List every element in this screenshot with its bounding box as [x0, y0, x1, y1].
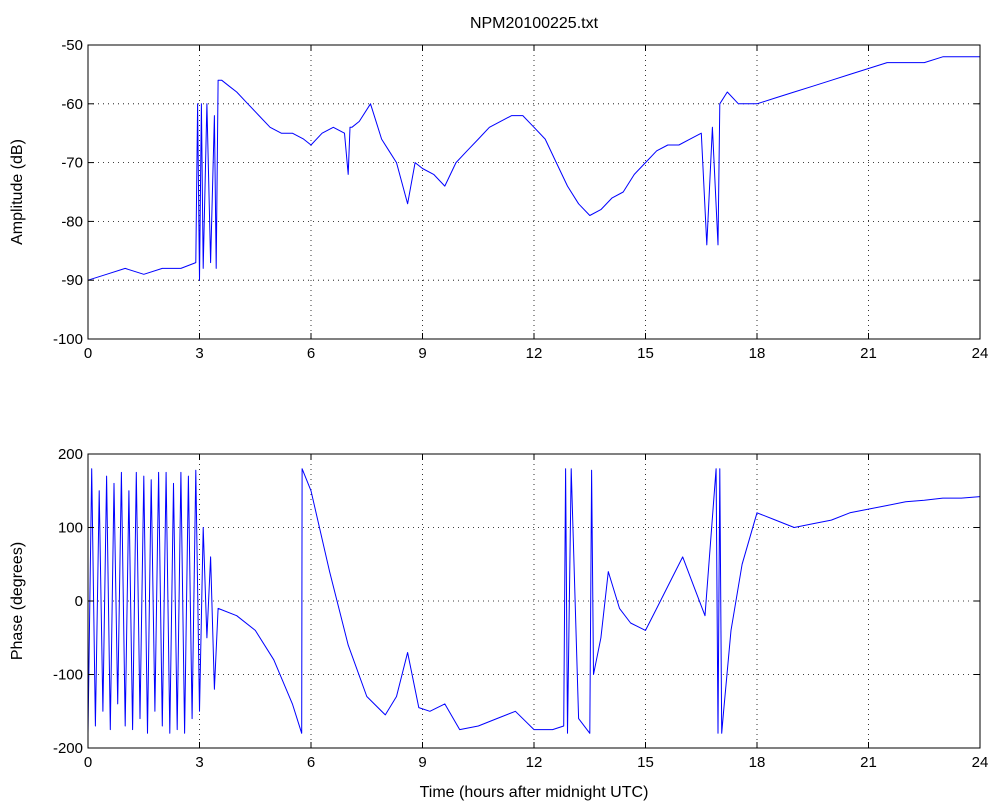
phase-x-tick-label: 9	[418, 754, 426, 771]
amplitude-y-tick-label: -80	[61, 213, 83, 230]
phase-y-tick-label: -200	[53, 740, 83, 757]
amplitude-chart-title: NPM20100225.txt	[470, 15, 599, 32]
phase-x-tick-label: 6	[307, 754, 315, 771]
amplitude-x-tick-label: 24	[972, 345, 989, 362]
amplitude-y-tick-label: -100	[53, 331, 83, 348]
amplitude-x-tick-label: 15	[637, 345, 654, 362]
amplitude-y-tick-label: -70	[61, 155, 83, 172]
phase-x-tick-label: 3	[195, 754, 203, 771]
amplitude-series	[87, 56, 980, 281]
amplitude-x-tick-label: 12	[526, 345, 543, 362]
phase-x-tick-label: 0	[84, 754, 92, 771]
phase-panel: 0 3 6 9 12 15 18 21 24 -200 -100 0 100 200 Time (hour…	[9, 446, 988, 801]
amplitude-grid	[88, 45, 980, 339]
amplitude-x-tick-label: 9	[418, 345, 426, 362]
amplitude-x-tick-label: 18	[749, 345, 766, 362]
amplitude-y-axis-label: Amplitude (dB)	[9, 139, 26, 245]
phase-x-tick-label: 24	[972, 754, 989, 771]
phase-y-tick-label: -100	[53, 667, 83, 684]
amplitude-x-tick-label: 6	[307, 345, 315, 362]
amplitude-y-tick-label: -90	[61, 272, 83, 289]
phase-y-tick-label: 0	[75, 593, 83, 610]
amplitude-ticks: 0 3 6 9 12 15 18 21 24 -100 -90 -80 -70 -60 -50	[53, 37, 988, 362]
phase-x-tick-label: 15	[637, 754, 654, 771]
phase-series	[87, 468, 981, 734]
phase-x-tick-label: 18	[749, 754, 766, 771]
amplitude-x-tick-label: 3	[195, 345, 203, 362]
phase-y-axis-label: Phase (degrees)	[9, 542, 26, 660]
amplitude-y-tick-label: -60	[61, 96, 83, 113]
amplitude-x-tick-label: 21	[860, 345, 877, 362]
amplitude-series-line	[87, 56, 980, 281]
phase-series-line	[87, 468, 981, 734]
phase-x-tick-label: 12	[526, 754, 543, 771]
phase-ticks: 0 3 6 9 12 15 18 21 24 -200 -100 0 100 200	[53, 446, 988, 771]
amplitude-plot-area	[88, 45, 980, 339]
phase-y-tick-label: 100	[58, 520, 83, 537]
phase-x-axis-label: Time (hours after midnight UTC)	[420, 784, 649, 801]
phase-y-tick-label: 200	[58, 446, 83, 463]
amplitude-x-tick-label: 0	[84, 345, 92, 362]
amplitude-y-tick-label: -50	[61, 37, 83, 54]
amplitude-panel: 0 3 6 9 12 15 18 21 24 -100 -90 -80 -70 -60 -50 NPM201…	[9, 15, 988, 362]
phase-x-tick-label: 21	[860, 754, 877, 771]
